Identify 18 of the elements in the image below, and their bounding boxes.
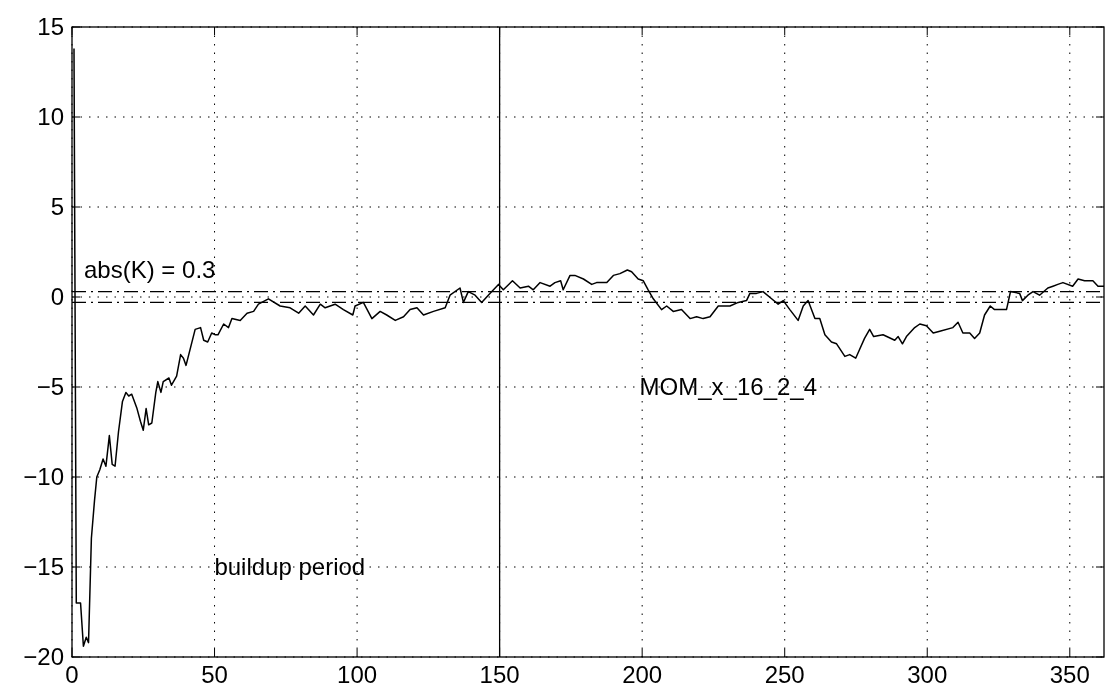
x-tick-label: 100 [337,661,378,688]
x-tick-label: 200 [622,661,663,688]
y-tick-label: −5 [36,373,64,401]
series-label: MOM_x_16_2_4 [639,372,818,400]
y-tick-label: 15 [37,13,64,41]
x-tick-label: 50 [201,661,228,688]
x-tick-label: 250 [764,661,805,688]
y-tick-label: −10 [23,463,64,491]
y-tick-label: −15 [23,553,64,581]
x-tick-label: 150 [479,661,520,688]
y-tick-label: 10 [37,103,64,131]
x-tick-label: 350 [1049,661,1090,688]
annotation: buildup period [214,553,366,581]
y-tick-label: 5 [50,193,64,221]
y-tick-label: −20 [23,643,64,671]
ref-line-label: abs(K) = 0.3 [84,255,216,283]
x-tick-label: 300 [907,661,948,688]
y-tick-label: 0 [50,283,64,311]
